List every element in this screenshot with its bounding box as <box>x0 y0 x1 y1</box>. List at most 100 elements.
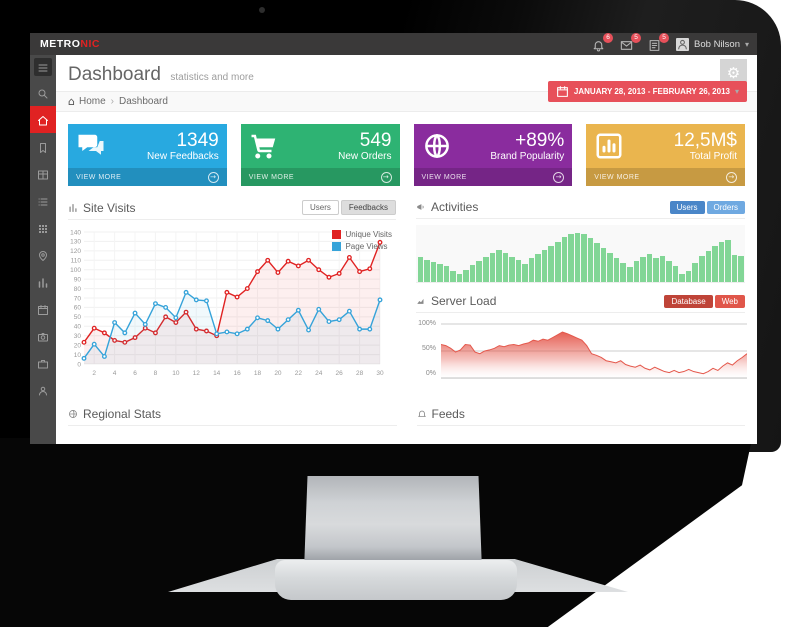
svg-text:50: 50 <box>74 314 82 321</box>
svg-text:18: 18 <box>254 370 262 377</box>
activity-bar <box>594 242 600 282</box>
activity-bar <box>456 274 463 282</box>
activity-bar <box>568 234 574 282</box>
breadcrumb-current: Dashboard <box>119 96 168 107</box>
svg-text:20: 20 <box>274 370 282 377</box>
cart-icon <box>249 131 279 161</box>
logo-text-secondary: NIC <box>80 38 101 50</box>
feeds-portlet: Feeds <box>416 407 745 426</box>
activity-bar <box>607 252 613 282</box>
view-more-link[interactable]: VIEW MORE <box>76 173 122 181</box>
activity-bar <box>522 263 528 282</box>
svg-text:14: 14 <box>213 370 221 377</box>
tasks-button[interactable]: 5 <box>648 33 670 52</box>
arrow-right-circle-icon[interactable]: → <box>207 171 219 183</box>
chart-bar-icon <box>68 203 78 213</box>
breadcrumb-home[interactable]: Home <box>78 96 106 107</box>
tile-label: New Feedbacks <box>147 150 219 162</box>
activity-bar <box>430 261 437 282</box>
activity-bar <box>443 266 450 282</box>
bookmark-icon <box>37 141 49 153</box>
view-more-link[interactable]: VIEW MORE <box>248 173 295 181</box>
activity-bar <box>738 256 744 282</box>
bar-chart-icon <box>594 131 624 161</box>
activity-bar <box>685 270 692 282</box>
sidebar-item-bookmarks[interactable] <box>30 133 56 160</box>
main-content: ⚙ Dashboard statistics and more ⌂ Home ›… <box>56 55 757 444</box>
svg-text:130: 130 <box>70 239 81 246</box>
top-bar: METRONIC 6 5 5 Bob Nilson ▾ <box>30 33 757 55</box>
sidebar-item-maps[interactable] <box>30 241 56 268</box>
server-load-chart: 100% 50% 0% <box>416 319 747 383</box>
tab-users[interactable]: Users <box>301 200 339 215</box>
activity-bar <box>424 259 430 282</box>
activity-bar <box>502 253 509 282</box>
arrow-right-circle-icon[interactable]: → <box>553 171 565 183</box>
activity-bar <box>653 258 659 282</box>
sidebar-item-home[interactable] <box>30 106 56 133</box>
activity-bar <box>712 246 718 282</box>
avatar <box>676 37 690 51</box>
sidebar-item-tables[interactable] <box>30 160 56 187</box>
tile-brand-popularity[interactable]: +89% Brand Popularity VIEW MORE → <box>413 124 573 186</box>
camera-icon <box>37 330 49 342</box>
server-database-button[interactable]: Database <box>664 294 713 308</box>
home-icon: ⌂ <box>68 95 75 108</box>
svg-text:12: 12 <box>193 370 201 377</box>
tile-new-orders[interactable]: 549 New Orders VIEW MORE → <box>240 124 400 186</box>
tile-label: New Orders <box>338 150 392 162</box>
user-menu[interactable]: Bob Nilson ▾ <box>676 37 749 51</box>
arrow-right-circle-icon[interactable]: → <box>380 171 392 183</box>
view-more-link[interactable]: VIEW MORE <box>594 173 640 181</box>
activities-users-button[interactable]: Users <box>669 200 705 214</box>
activity-bar <box>699 256 705 282</box>
tile-total-profit[interactable]: 12,5M$ Total Profit VIEW MORE → <box>586 124 745 186</box>
view-more-link[interactable]: VIEW MORE <box>421 173 467 181</box>
svg-text:60: 60 <box>74 305 82 312</box>
activity-bar <box>725 240 731 282</box>
menu-icon <box>37 61 49 73</box>
bell-small-icon <box>417 409 427 419</box>
date-range-picker[interactable]: JANUARY 28, 2013 - FEBRUARY 26, 2013 ▾ <box>547 81 747 102</box>
sidebar <box>30 55 56 444</box>
activity-bar <box>731 255 738 282</box>
sidebar-item-search[interactable] <box>30 79 56 106</box>
svg-text:0: 0 <box>77 361 81 368</box>
arrow-right-circle-icon[interactable]: → <box>726 171 737 183</box>
svg-text:8: 8 <box>154 370 158 377</box>
sidebar-item-profile[interactable] <box>30 376 56 403</box>
server-web-button[interactable]: Web <box>714 294 745 308</box>
sidebar-item-lists[interactable] <box>30 187 56 214</box>
server-load-svg <box>441 323 747 379</box>
tab-feedbacks[interactable]: Feedbacks <box>340 200 396 215</box>
svg-text:10: 10 <box>172 370 180 377</box>
grid-icon <box>37 222 49 234</box>
activity-bar <box>613 257 620 282</box>
sidebar-item-portfolio[interactable] <box>30 349 56 376</box>
site-visits-title: Site Visits <box>83 200 136 215</box>
activity-bar <box>581 234 587 282</box>
sidebar-item-charts[interactable] <box>30 268 56 295</box>
tile-new-feedbacks[interactable]: 1349 New Feedbacks VIEW MORE → <box>68 124 227 186</box>
sidebar-item-menu-toggle[interactable] <box>30 55 56 79</box>
ytick: 50% <box>421 345 436 352</box>
activities-orders-button[interactable]: Orders <box>706 200 745 214</box>
date-range-label: JANUARY 28, 2013 - FEBRUARY 26, 2013 <box>573 87 730 96</box>
site-visits-portlet: Site Visits Users Feedbacks 0 10 20 30 40 50 6… <box>68 200 396 395</box>
logo[interactable]: METRONIC <box>40 38 100 50</box>
sidebar-item-components[interactable] <box>30 214 56 241</box>
list-icon <box>37 195 49 207</box>
page-subtitle: statistics and more <box>170 72 254 83</box>
activity-bar <box>633 261 640 282</box>
notifications-button[interactable]: 6 <box>592 33 614 52</box>
inbox-button[interactable]: 5 <box>620 33 642 52</box>
activity-bar <box>528 258 535 282</box>
sidebar-item-calendar[interactable] <box>30 295 56 322</box>
sidebar-item-gallery[interactable] <box>30 322 56 349</box>
breadcrumb-separator: › <box>110 96 115 107</box>
activity-bar <box>574 233 581 282</box>
activity-bar <box>705 250 712 282</box>
activity-bar <box>463 269 469 282</box>
activity-bar <box>554 241 561 282</box>
